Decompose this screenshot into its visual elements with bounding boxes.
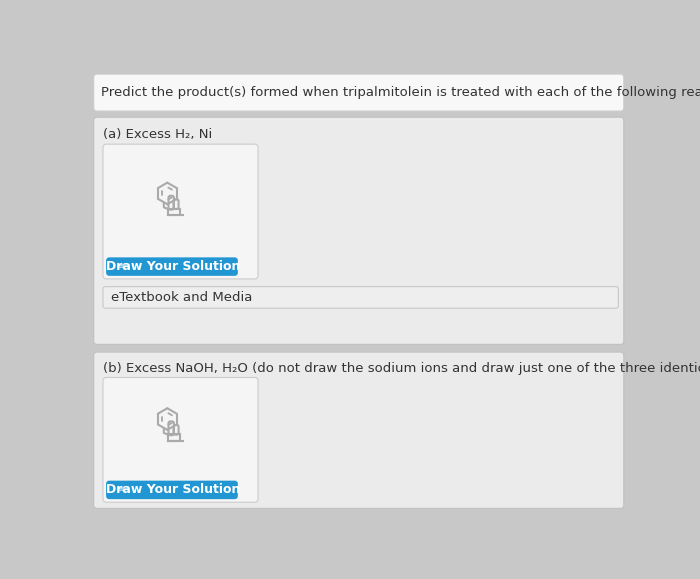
- FancyBboxPatch shape: [103, 144, 258, 279]
- FancyBboxPatch shape: [106, 257, 238, 276]
- FancyBboxPatch shape: [106, 481, 238, 499]
- Text: Predict the product(s) formed when tripalmitolein is treated with each of the fo: Predict the product(s) formed when tripa…: [102, 86, 700, 99]
- Text: Draw Your Solution: Draw Your Solution: [106, 260, 240, 273]
- Text: ✏: ✏: [117, 485, 126, 495]
- FancyBboxPatch shape: [94, 117, 624, 345]
- Text: Draw Your Solution: Draw Your Solution: [106, 483, 240, 496]
- Text: (b) Excess NaOH, H₂O (do not draw the sodium ions and draw just one of the three: (b) Excess NaOH, H₂O (do not draw the so…: [103, 362, 700, 375]
- Text: (a) Excess H₂, Ni: (a) Excess H₂, Ni: [103, 129, 212, 141]
- Text: ✏: ✏: [117, 262, 126, 272]
- Text: eTextbook and Media: eTextbook and Media: [111, 291, 252, 304]
- FancyBboxPatch shape: [103, 378, 258, 502]
- FancyBboxPatch shape: [103, 287, 618, 308]
- FancyBboxPatch shape: [94, 74, 624, 111]
- FancyBboxPatch shape: [94, 352, 624, 508]
